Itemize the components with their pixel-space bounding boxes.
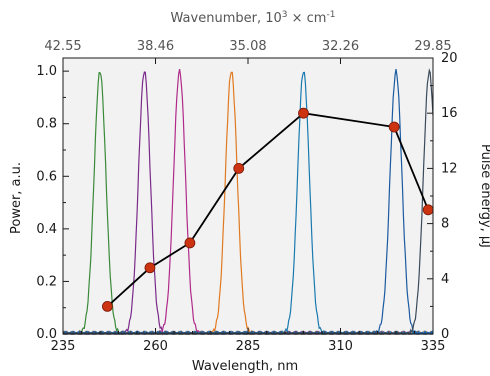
top-tick-label: 35.08: [229, 39, 266, 54]
top-tick-label: 32.26: [322, 39, 359, 54]
y2-tick-label: 0: [441, 327, 449, 342]
x-tick-label: 285: [236, 339, 261, 354]
pulse-energy-point: [422, 204, 434, 216]
pulse-energy-point: [388, 121, 400, 133]
pulse-energy-point: [233, 162, 245, 174]
top-axis-title-sup2: -1: [326, 10, 335, 20]
pulse-energy-point: [184, 237, 196, 249]
y-tick-label: 0.2: [36, 274, 57, 289]
y2-axis-title: Pulse energy, µJ: [478, 144, 490, 248]
y-tick-label: 1.0: [36, 64, 57, 79]
pulse-energy-point: [144, 262, 156, 274]
x-tick-label: 335: [421, 339, 446, 354]
top-tick-label: 42.55: [44, 39, 81, 54]
y-tick-label: 0.8: [36, 117, 57, 132]
plot-background: [63, 58, 433, 334]
y-tick-label: 0.6: [36, 169, 57, 184]
y2-tick-label: 8: [441, 217, 449, 232]
top-axis-title-mid: × cm: [288, 11, 327, 26]
y2-tick-label: 16: [441, 106, 458, 121]
top-tick-label: 38.46: [137, 39, 174, 54]
x-axis-title: Wavelength, nm: [192, 359, 298, 374]
top-tick-label: 29.85: [414, 39, 451, 54]
y2-tick-label: 4: [441, 272, 449, 287]
x-tick-label: 260: [143, 339, 168, 354]
y-tick-label: 0.0: [36, 327, 57, 342]
x-tick-label: 310: [328, 339, 353, 354]
top-axis-title-sup: 3: [282, 10, 288, 20]
top-axis-title: Wavenumber, 103 × cm-1: [171, 10, 336, 26]
y2-tick-label: 12: [441, 161, 458, 176]
pulse-energy-point: [298, 107, 309, 119]
y-tick-label: 0.4: [36, 222, 57, 237]
pulse-energy-series: [102, 107, 434, 312]
y2-tick-label: 20: [441, 51, 458, 66]
y-axis-title: Power, a.u.: [9, 162, 24, 234]
top-axis-title-prefix: Wavenumber, 10: [171, 11, 282, 26]
ticks-layer: 235 260 285 310 335 42.55 38.46 35.08 32.26 29.85…: [36, 39, 457, 354]
x-tick-label: 235: [51, 339, 76, 354]
pulse-energy-point: [102, 300, 113, 312]
